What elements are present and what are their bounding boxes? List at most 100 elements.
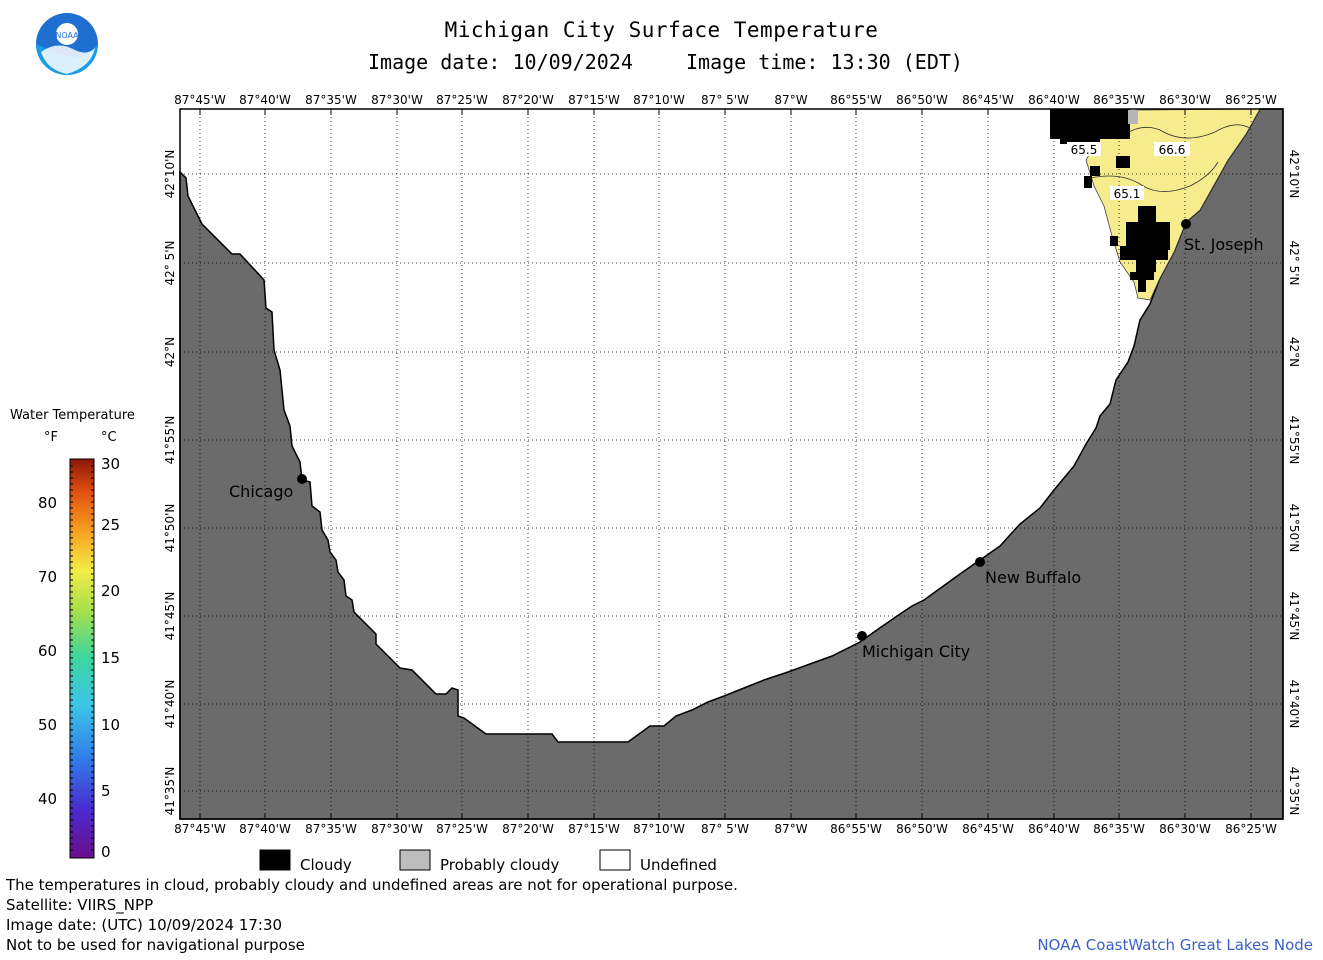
fahrenheit-tick-label: 60 bbox=[38, 642, 58, 660]
lat-label: 41°50'N bbox=[1287, 504, 1301, 553]
lon-label: 86°35'W bbox=[1093, 93, 1145, 107]
place-chicago: Chicago bbox=[229, 482, 293, 501]
lon-label: 87°35'W bbox=[305, 93, 357, 107]
lon-label: 87°W bbox=[774, 93, 807, 107]
lat-label: 41°55'N bbox=[1287, 416, 1301, 465]
footer-disclaimer: The temperatures in cloud, probably clou… bbox=[6, 876, 738, 894]
lat-label: 42°10'N bbox=[1287, 150, 1301, 199]
lon-label: 86°30'W bbox=[1159, 93, 1211, 107]
noaa-logo-icon: NOAA bbox=[36, 13, 98, 75]
isotherm-label: 65.1 bbox=[1114, 187, 1141, 201]
lon-label: 86°35'W bbox=[1093, 822, 1145, 836]
probably-cloudy-swatch bbox=[399, 849, 431, 871]
chicago-marker-icon bbox=[297, 474, 307, 484]
lon-label: 87° 5'W bbox=[701, 93, 749, 107]
lat-label: 41°45'N bbox=[163, 592, 177, 641]
footer-credit: NOAA CoastWatch Great Lakes Node bbox=[1037, 936, 1313, 954]
color-scale-bar bbox=[69, 458, 95, 859]
place-st-joseph: St. Joseph bbox=[1184, 235, 1264, 254]
legend-undefined: Undefined bbox=[640, 856, 717, 874]
fahrenheit-tick-label: 50 bbox=[38, 716, 58, 734]
lon-label: 87°30'W bbox=[371, 822, 423, 836]
lat-label: 41°55'N bbox=[163, 416, 177, 465]
footer-nav-warning: Not to be used for navigational purpose bbox=[6, 936, 305, 954]
lon-label: 86°50'W bbox=[896, 93, 948, 107]
cloud-cells bbox=[1050, 109, 1170, 292]
lat-label: 41°50'N bbox=[163, 504, 177, 553]
st-joseph-marker-icon bbox=[1181, 219, 1191, 229]
isotherm-label: 66.6 bbox=[1159, 143, 1186, 157]
place-new-buffalo: New Buffalo bbox=[985, 568, 1081, 587]
lat-label: 42°N bbox=[1287, 337, 1301, 367]
isotherm-labels: 65.5 66.6 65.1 bbox=[1067, 142, 1190, 201]
lon-label: 87°15'W bbox=[568, 822, 620, 836]
lat-label: 41°40'N bbox=[1287, 680, 1301, 729]
lon-label: 87°20'W bbox=[502, 822, 554, 836]
michigan-city-marker-icon bbox=[857, 631, 867, 641]
probably-cloudy-cell bbox=[1128, 110, 1138, 124]
lon-label: 86°25'W bbox=[1225, 93, 1277, 107]
lat-label: 41°35'N bbox=[163, 767, 177, 816]
place-michigan-city: Michigan City bbox=[862, 642, 970, 661]
lat-label: 42° 5'N bbox=[163, 241, 177, 286]
lon-labels-top: 87°45'W 87°40'W 87°35'W 87°30'W 87°25'W 87°20… bbox=[174, 93, 1277, 107]
lon-label: 86°40'W bbox=[1028, 822, 1080, 836]
isotherm-line bbox=[1119, 124, 1251, 139]
isotherm-line bbox=[1089, 161, 1219, 192]
legend-cloudy: Cloudy bbox=[300, 856, 352, 874]
lon-label: 87°10'W bbox=[633, 93, 685, 107]
lon-label: 86°55'W bbox=[830, 822, 882, 836]
lat-label: 41°35'N bbox=[1287, 767, 1301, 816]
unit-fahrenheit: °F bbox=[44, 430, 58, 445]
lat-label: 42°N bbox=[163, 337, 177, 367]
fahrenheit-tick-label: 70 bbox=[38, 568, 58, 586]
lon-label: 86°55'W bbox=[830, 93, 882, 107]
footer-satellite: Satellite: VIIRS_NPP bbox=[6, 896, 154, 914]
page-title: Michigan City Surface Temperature bbox=[444, 18, 879, 42]
celsius-tick-label: 5 bbox=[101, 782, 111, 800]
lat-label: 42° 5'N bbox=[1287, 241, 1301, 286]
lat-labels-left: 42°10'N 42° 5'N 42°N 41°55'N 41°50'N 41°45'N 4… bbox=[163, 150, 177, 816]
lon-label: 87°30'W bbox=[371, 93, 423, 107]
lon-label: 87°45'W bbox=[174, 93, 226, 107]
lon-label: 87°40'W bbox=[239, 822, 291, 836]
celsius-tick-label: 20 bbox=[101, 582, 121, 600]
legend-probably-cloudy: Probably cloudy bbox=[440, 856, 560, 874]
celsius-tick-label: 10 bbox=[101, 716, 121, 734]
undefined-swatch bbox=[599, 849, 631, 871]
isotherm-label: 65.5 bbox=[1071, 143, 1098, 157]
celsius-tick-label: 30 bbox=[101, 455, 121, 473]
land-west bbox=[179, 108, 1284, 820]
lon-label: 86°40'W bbox=[1028, 93, 1080, 107]
lon-label: 87°15'W bbox=[568, 93, 620, 107]
lon-labels-bottom: 87°45'W 87°40'W 87°35'W 87°30'W 87°25'W 87°20… bbox=[174, 822, 1277, 836]
lon-label: 87°10'W bbox=[633, 822, 685, 836]
lon-label: 87°W bbox=[774, 822, 807, 836]
footer-utc-date: Image date: (UTC) 10/09/2024 17:30 bbox=[6, 916, 283, 934]
lon-label: 87°25'W bbox=[436, 822, 488, 836]
lon-label: 87°40'W bbox=[239, 93, 291, 107]
lat-labels-right: 42°10'N 42° 5'N 42°N 41°55'N 41°50'N 41°45'N 4… bbox=[1287, 150, 1301, 816]
lon-label: 87°20'W bbox=[502, 93, 554, 107]
lat-label: 42°10'N bbox=[163, 150, 177, 199]
fahrenheit-tick-label: 80 bbox=[38, 494, 58, 512]
lat-label: 41°40'N bbox=[163, 680, 177, 729]
lon-label: 86°25'W bbox=[1225, 822, 1277, 836]
color-scale-title: Water Temperature bbox=[10, 408, 135, 423]
celsius-tick-label: 25 bbox=[101, 516, 121, 534]
lon-label: 87°25'W bbox=[436, 93, 488, 107]
image-date: Image date: 10/09/2024 bbox=[368, 50, 633, 74]
logo-text: NOAA bbox=[55, 31, 79, 40]
map-ticks bbox=[199, 109, 1252, 819]
new-buffalo-marker-icon bbox=[975, 557, 985, 567]
lon-label: 86°45'W bbox=[962, 93, 1014, 107]
lon-label: 87°35'W bbox=[305, 822, 357, 836]
unit-celsius: °C bbox=[101, 430, 117, 445]
celsius-tick-label: 0 bbox=[101, 843, 111, 861]
image-time: Image time: 13:30 (EDT) bbox=[686, 50, 963, 74]
color-scale-ticks bbox=[70, 465, 94, 851]
lat-label: 41°45'N bbox=[1287, 592, 1301, 641]
fahrenheit-tick-label: 40 bbox=[38, 790, 58, 808]
map-frame bbox=[179, 108, 1284, 820]
